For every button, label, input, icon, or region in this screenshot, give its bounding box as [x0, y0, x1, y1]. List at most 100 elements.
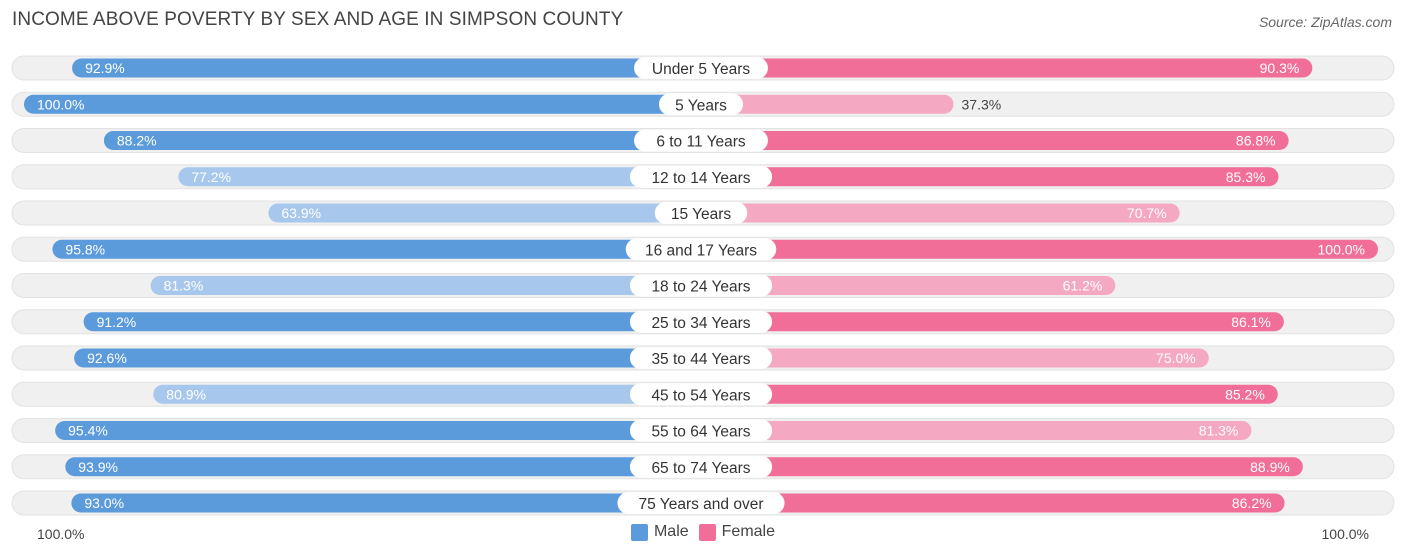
- female-bar: [701, 421, 1252, 440]
- female-value-label: 61.2%: [1063, 278, 1103, 294]
- male-bar: [65, 457, 701, 477]
- male-bar: [153, 384, 701, 404]
- male-value-label: 93.0%: [84, 495, 124, 511]
- female-value-label: 100.0%: [1318, 241, 1365, 257]
- category-pill: [625, 238, 777, 261]
- category-label: 18 to 24 Years: [651, 279, 750, 296]
- category-label: 25 to 34 Years: [651, 315, 750, 332]
- male-bar: [74, 348, 701, 368]
- category-pill: [629, 383, 773, 406]
- female-value-label: 90.3%: [1260, 60, 1300, 76]
- bar-row: 91.2% 86.1% 25 to 34 Years: [11, 309, 1395, 335]
- category-pill: [634, 57, 768, 79]
- female-bar: [701, 457, 1303, 477]
- bar-row: 81.3% 61.2% 18 to 24 Years: [11, 273, 1395, 298]
- legend: Male Female: [0, 523, 1406, 541]
- female-value-label: 85.2%: [1225, 386, 1265, 402]
- male-bar: [55, 421, 702, 440]
- male-value-label: 81.3%: [164, 278, 204, 294]
- category-label: 55 to 64 Years: [651, 424, 750, 441]
- category-label: Under 5 Years: [652, 61, 750, 78]
- male-bar: [150, 276, 701, 295]
- female-bar: [701, 312, 1284, 332]
- male-value-label: 92.9%: [85, 60, 125, 76]
- bar-row: 92.9% 90.3% Under 5 Years: [11, 55, 1395, 81]
- female-value-label: 88.9%: [1250, 459, 1290, 475]
- category-pill: [617, 492, 785, 514]
- male-value-label: 92.6%: [87, 350, 127, 366]
- female-value-label: 86.2%: [1232, 495, 1272, 511]
- bar-row: 93.0% 86.2% 75 Years and over: [11, 490, 1395, 516]
- bar-row: 63.9% 70.7% 15 Years: [11, 200, 1395, 226]
- category-pill: [629, 165, 773, 188]
- male-value-label: 93.9%: [78, 459, 118, 475]
- category-label: 35 to 44 Years: [651, 351, 750, 368]
- category-label: 6 to 11 Years: [656, 134, 746, 151]
- female-bar: [701, 276, 1116, 295]
- male-value-label: 80.9%: [166, 386, 206, 402]
- bar-row: 77.2% 85.3% 12 to 14 Years: [11, 164, 1395, 190]
- male-value-label: 95.8%: [65, 241, 105, 257]
- chart-source: Source: ZipAtlas.com: [1258, 14, 1392, 30]
- axis-right-label: 100.0%: [1321, 526, 1369, 542]
- male-bar: [103, 131, 702, 150]
- female-bar: [701, 493, 1285, 513]
- bar-row: 93.9% 88.9% 65 to 74 Years: [11, 454, 1395, 480]
- bar-row: 100.0% 37.3% 5 Years: [11, 91, 1395, 117]
- female-bar: [701, 384, 1278, 404]
- female-value-label: 81.3%: [1199, 423, 1239, 439]
- male-bar: [24, 94, 701, 114]
- female-value-label: 75.0%: [1156, 350, 1196, 366]
- bar-row: 88.2% 86.8% 6 to 11 Years: [11, 128, 1395, 153]
- female-bar: [701, 131, 1289, 150]
- female-value-label: 86.8%: [1236, 133, 1276, 149]
- female-bar: [701, 94, 954, 114]
- category-pill: [629, 419, 773, 442]
- bar-row: 80.9% 85.2% 45 to 54 Years: [11, 381, 1395, 407]
- category-pill: [629, 310, 773, 333]
- category-pill: [658, 93, 744, 116]
- category-label: 16 and 17 Years: [645, 242, 757, 259]
- male-bar: [52, 239, 701, 259]
- male-value-label: 88.2%: [117, 133, 157, 149]
- male-bar: [72, 58, 701, 78]
- female-value-label: 37.3%: [962, 96, 1002, 112]
- legend-swatch-male: [630, 523, 648, 541]
- bar-row: 95.4% 81.3% 55 to 64 Years: [11, 418, 1395, 443]
- category-pill: [629, 455, 773, 478]
- category-label: 75 Years and over: [639, 496, 764, 513]
- category-label: 45 to 54 Years: [651, 387, 750, 404]
- female-bar: [701, 58, 1313, 78]
- chart-title: INCOME ABOVE POVERTY BY SEX AND AGE IN S…: [12, 9, 624, 30]
- female-bar: [701, 348, 1209, 368]
- male-bar: [268, 203, 701, 223]
- category-pill: [634, 129, 768, 152]
- male-bar: [83, 312, 702, 332]
- category-label: 12 to 14 Years: [651, 170, 750, 187]
- female-bar: [701, 167, 1279, 187]
- male-bar: [178, 167, 701, 187]
- male-value-label: 77.2%: [191, 169, 231, 185]
- male-value-label: 63.9%: [281, 205, 321, 221]
- legend-label-male: Male: [653, 523, 689, 540]
- axis-left-label: 100.0%: [37, 526, 85, 542]
- category-label: 15 Years: [671, 206, 732, 223]
- chart-plot: 92.9% 90.3% Under 5 Years 100.0% 37.3% 5 Year…: [11, 55, 1395, 516]
- legend-swatch-female: [698, 523, 716, 541]
- male-bar: [71, 493, 701, 513]
- male-value-label: 91.2%: [97, 314, 137, 330]
- female-value-label: 85.3%: [1226, 169, 1266, 185]
- female-value-label: 86.1%: [1231, 314, 1271, 330]
- category-pill: [654, 202, 748, 224]
- female-bar: [701, 239, 1378, 259]
- legend-item-female[interactable]: Female: [698, 523, 776, 541]
- bar-row: 95.8% 100.0% 16 and 17 Years: [11, 236, 1395, 262]
- category-pill: [629, 274, 773, 297]
- legend-label-female: Female: [721, 523, 776, 540]
- bar-row: 92.6% 75.0% 35 to 44 Years: [11, 345, 1395, 371]
- female-bar: [701, 203, 1180, 223]
- male-value-label: 100.0%: [37, 96, 84, 112]
- category-pill: [629, 347, 773, 369]
- legend-item-male[interactable]: Male: [630, 523, 689, 541]
- female-value-label: 70.7%: [1127, 205, 1167, 221]
